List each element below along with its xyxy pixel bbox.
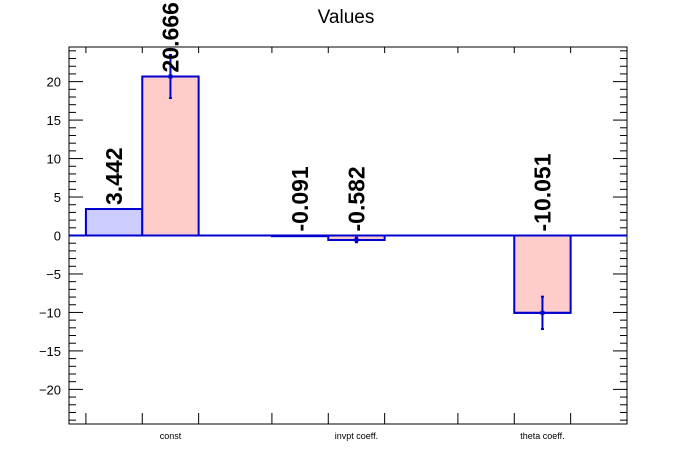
bar (84, 208, 144, 237)
y-tick-label: 10 (47, 152, 61, 167)
data-label: 20.666 (157, 2, 183, 72)
y-tick-label: 0 (54, 229, 61, 244)
x-category-label: invpt coeff. (335, 431, 378, 441)
data-label: 3.442 (101, 147, 127, 205)
bars-layer (84, 53, 572, 330)
data-label: -0.582 (343, 166, 369, 231)
axes-layer: −20 −15 −10 −5 0 5 10 15 20 const invpt coeff. thet… (39, 46, 628, 441)
y-tick-label: −15 (39, 344, 61, 359)
data-label: -10.051 (529, 153, 555, 231)
y-tick-label: −20 (39, 382, 61, 397)
y-tick-label: −10 (39, 305, 61, 320)
bar-marker (168, 74, 173, 79)
x-category-label: const (160, 431, 182, 441)
chart-title: Values (318, 7, 375, 28)
y-tick-label: −5 (46, 267, 61, 282)
y-tick-label: 20 (47, 75, 61, 90)
bar-marker (540, 310, 545, 315)
bar-marker (354, 237, 359, 242)
labels-layer: 3.442 -0.091 20.666 -0.582 -10.051 (101, 2, 555, 231)
data-label: -0.091 (287, 166, 313, 231)
y-tick-label: 15 (47, 113, 61, 128)
bar (141, 75, 200, 237)
x-category-label: theta coeff. (520, 431, 564, 441)
y-tick-label: 5 (54, 190, 61, 205)
